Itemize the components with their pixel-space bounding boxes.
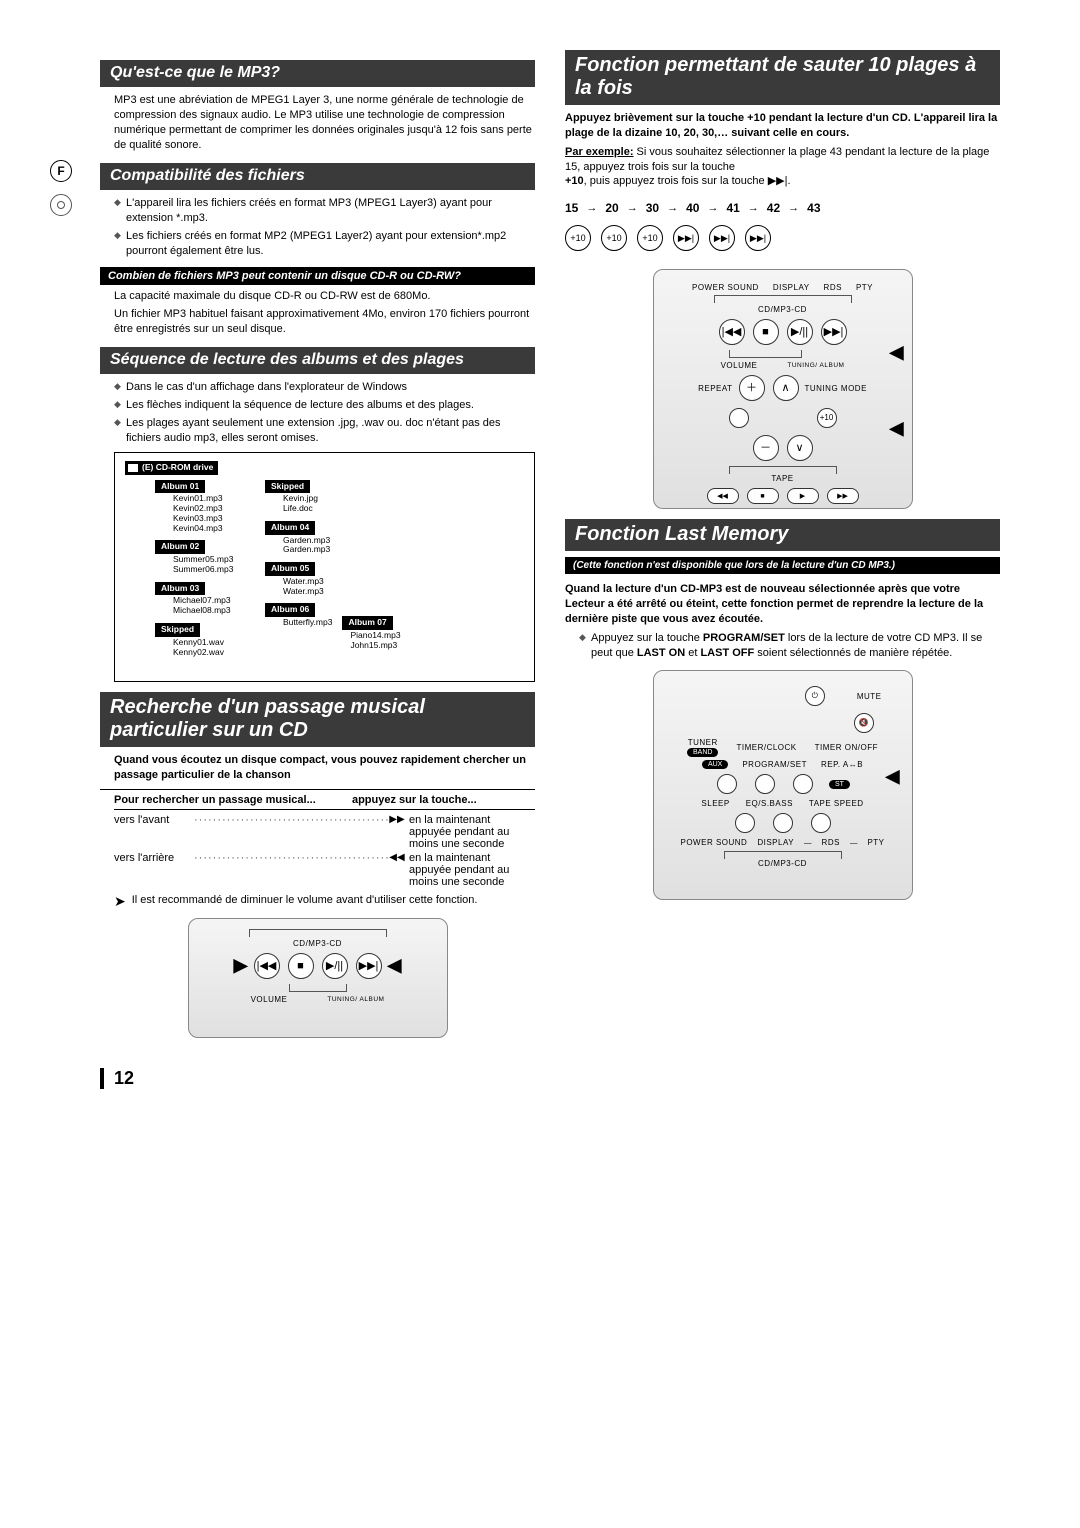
mp3-desc: MP3 est une abréviation de MPEG1 Layer 3…: [100, 93, 535, 152]
program-set-button[interactable]: [755, 774, 775, 794]
page-number: 12: [100, 1068, 535, 1089]
seq-bullet-3: Les plages ayant seulement une extension…: [114, 416, 535, 446]
prev-button[interactable]: |◀◀: [254, 953, 280, 979]
manual-page: F Qu'est-ce que le MP3? MP3 est une abré…: [50, 50, 1000, 1089]
st-button[interactable]: ST: [829, 780, 850, 789]
tape-ffwd-button[interactable]: ▶▶: [827, 488, 859, 504]
heading-compat: Compatibilité des fichiers: [100, 163, 535, 190]
timer-clock-button[interactable]: [717, 774, 737, 794]
aux-button[interactable]: AUX: [702, 760, 728, 769]
left-column: Qu'est-ce que le MP3? MP3 est une abrévi…: [100, 50, 535, 1089]
tape-rew-button[interactable]: ◀◀: [707, 488, 739, 504]
skip-example: Par exemple: Si vous souhaitez sélection…: [565, 145, 1000, 190]
skip-sequence: 15→ 20→ 30→ 40→ 41→ 42→ 43: [565, 201, 1000, 215]
band-button[interactable]: BAND: [687, 748, 718, 757]
rep-ab-button[interactable]: [793, 774, 813, 794]
tape-stop-button[interactable]: ■: [747, 488, 779, 504]
ffwd-icon: ▶▶: [389, 814, 405, 850]
plus10-button[interactable]: +10: [565, 225, 591, 251]
next-button[interactable]: ▶▶|: [356, 953, 382, 979]
lastmem-sub: (Cette fonction n'est disponible que lor…: [565, 557, 1000, 574]
tapespeed-button[interactable]: [811, 813, 831, 833]
heading-skip10: Fonction permettant de sauter 10 plages …: [565, 50, 1000, 105]
search-intro: Quand vous écoutez un disque compact, vo…: [100, 753, 535, 783]
drive-label: (E) CD-ROM drive: [125, 461, 218, 475]
heading-capacity-q: Combien de fichiers MP3 peut contenir un…: [100, 267, 535, 285]
sleep-button[interactable]: [735, 813, 755, 833]
vol-down-button[interactable]: －: [753, 435, 779, 461]
language-badge: F: [50, 160, 72, 182]
lastmem-desc: Quand la lecture d'un CD-MP3 est de nouv…: [565, 582, 1000, 627]
plus10-button[interactable]: +10: [817, 408, 837, 428]
remote-diagram-a: CD/MP3-CD ▶ |◀◀ ■ ▶/|| ▶▶| ◀ VOLUMETUNIN…: [188, 918, 448, 1038]
plus10-button[interactable]: +10: [601, 225, 627, 251]
tape-play-button[interactable]: ▶: [787, 488, 819, 504]
play-button[interactable]: ▶/||: [787, 319, 813, 345]
skip-buttons-row: +10 +10 +10 ▶▶| ▶▶| ▶▶|: [565, 225, 1000, 251]
vol-up-button[interactable]: ＋: [739, 375, 765, 401]
th-button: appuyez sur la touche...: [352, 794, 535, 806]
compat-bullet-1: L'appareil lira les fichiers créés en fo…: [114, 196, 535, 226]
play-button[interactable]: ▶/||: [322, 953, 348, 979]
th-action: Pour rechercher un passage musical...: [114, 794, 352, 806]
seq-bullet-1: Dans le cas d'un affichage dans l'explor…: [114, 380, 535, 395]
repeat-button[interactable]: [729, 408, 749, 428]
search-table: Pour rechercher un passage musical... ap…: [100, 789, 535, 888]
heading-lastmem: Fonction Last Memory: [565, 519, 1000, 551]
capacity-1: La capacité maximale du disque CD-R ou C…: [100, 289, 535, 304]
mute-button[interactable]: 🔇: [854, 713, 874, 733]
tune-up-button[interactable]: ∧: [773, 375, 799, 401]
lastmem-instruction: Appuyez sur la touche PROGRAM/SET lors d…: [579, 631, 1000, 661]
next-track-button[interactable]: ▶▶|: [673, 225, 699, 251]
power-button[interactable]: ⏻: [805, 686, 825, 706]
skip-intro: Appuyez brièvement sur la touche +10 pen…: [565, 111, 1000, 141]
next-button[interactable]: ▶▶|: [821, 319, 847, 345]
remote-diagram-c: ⏻ MUTE 🔇 TUNERBAND TIMER/CLOCK TIMER ON/…: [653, 670, 913, 900]
compat-bullet-2: Les fichiers créés en format MP2 (MPEG1 …: [114, 229, 535, 259]
prev-button[interactable]: |◀◀: [719, 319, 745, 345]
stop-button[interactable]: ■: [753, 319, 779, 345]
rew-icon: ◀◀: [389, 852, 405, 888]
remote-diagram-b: POWER SOUND DISPLAY RDS PTY CD/MP3-CD |◀…: [653, 269, 913, 509]
volume-note: ➤ Il est recommandé de diminuer le volum…: [114, 894, 535, 908]
next-track-button[interactable]: ▶▶|: [745, 225, 771, 251]
capacity-2: Un fichier MP3 habituel faisant approxim…: [100, 307, 535, 337]
heading-search: Recherche d'un passage musical particuli…: [100, 692, 535, 747]
side-indicators: F: [50, 50, 80, 1089]
tune-down-button[interactable]: ∨: [787, 435, 813, 461]
note-arrow-icon: ➤: [114, 894, 126, 908]
file-tree-diagram: (E) CD-ROM drive Album 01 Kevin01.mp3Kev…: [114, 452, 535, 682]
right-column: Fonction permettant de sauter 10 plages …: [565, 50, 1000, 1089]
heading-mp3: Qu'est-ce que le MP3?: [100, 60, 535, 87]
eq-button[interactable]: [773, 813, 793, 833]
plus10-button[interactable]: +10: [637, 225, 663, 251]
disc-icon: [50, 194, 72, 216]
heading-sequence: Séquence de lecture des albums et des pl…: [100, 347, 535, 374]
next-track-button[interactable]: ▶▶|: [709, 225, 735, 251]
seq-bullet-2: Les flèches indiquent la séquence de lec…: [114, 398, 535, 413]
stop-button[interactable]: ■: [288, 953, 314, 979]
